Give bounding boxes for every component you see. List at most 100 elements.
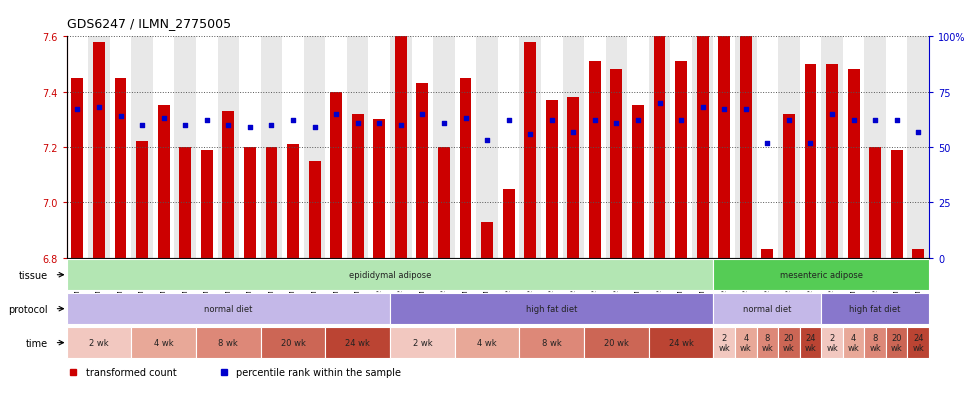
Text: 24 wk: 24 wk bbox=[345, 338, 370, 347]
Point bbox=[846, 118, 861, 124]
Bar bbox=[136, 142, 148, 258]
Text: protocol: protocol bbox=[8, 304, 48, 314]
Text: 24 wk: 24 wk bbox=[668, 338, 694, 347]
Point bbox=[458, 116, 473, 122]
Point bbox=[220, 122, 236, 129]
Point bbox=[738, 107, 754, 114]
Bar bbox=[158, 106, 170, 258]
Bar bbox=[524, 43, 536, 258]
Bar bbox=[654, 37, 665, 258]
Bar bbox=[72, 78, 83, 258]
Text: 2 wk: 2 wk bbox=[89, 338, 109, 347]
Bar bbox=[261, 327, 325, 358]
Bar bbox=[347, 37, 368, 258]
Bar bbox=[110, 37, 131, 258]
Bar bbox=[244, 148, 256, 258]
Bar bbox=[783, 114, 795, 258]
Bar bbox=[757, 37, 778, 258]
Point bbox=[587, 118, 603, 124]
Bar bbox=[455, 327, 519, 358]
Bar bbox=[304, 37, 325, 258]
Text: 8 wk: 8 wk bbox=[542, 338, 562, 347]
Bar bbox=[692, 37, 713, 258]
Bar bbox=[843, 327, 864, 358]
Bar bbox=[589, 62, 601, 258]
Bar bbox=[330, 93, 342, 258]
Bar bbox=[821, 37, 843, 258]
Bar bbox=[174, 37, 196, 258]
Text: time: time bbox=[25, 338, 48, 348]
Bar bbox=[826, 65, 838, 258]
Bar bbox=[412, 37, 433, 258]
Text: 8 wk: 8 wk bbox=[219, 338, 238, 347]
Bar bbox=[912, 250, 924, 258]
Point bbox=[264, 122, 279, 129]
Bar bbox=[740, 15, 752, 258]
Point bbox=[91, 104, 107, 111]
Bar bbox=[218, 37, 239, 258]
Bar bbox=[115, 78, 126, 258]
Point bbox=[716, 107, 732, 114]
Bar bbox=[713, 327, 735, 358]
Text: high fat diet: high fat diet bbox=[850, 304, 901, 313]
Point bbox=[501, 118, 516, 124]
Point bbox=[134, 122, 150, 129]
Point bbox=[371, 120, 387, 127]
Bar bbox=[88, 37, 110, 258]
Bar bbox=[718, 4, 730, 258]
Point bbox=[522, 131, 538, 138]
Point bbox=[479, 138, 495, 144]
Bar bbox=[282, 37, 304, 258]
Bar bbox=[390, 327, 455, 358]
Bar bbox=[201, 150, 213, 258]
Bar bbox=[627, 37, 649, 258]
Bar bbox=[196, 37, 218, 258]
Bar bbox=[519, 37, 541, 258]
Bar bbox=[869, 148, 881, 258]
Text: 2
wk: 2 wk bbox=[718, 333, 730, 352]
Bar bbox=[438, 148, 450, 258]
Bar bbox=[395, 37, 407, 258]
Bar bbox=[476, 37, 498, 258]
Bar bbox=[455, 37, 476, 258]
Bar bbox=[131, 37, 153, 258]
Point bbox=[565, 129, 581, 135]
Bar bbox=[800, 37, 821, 258]
Bar bbox=[179, 148, 191, 258]
Bar bbox=[584, 37, 606, 258]
Text: 4
wk: 4 wk bbox=[740, 333, 752, 352]
Text: percentile rank within the sample: percentile rank within the sample bbox=[236, 368, 402, 377]
Bar bbox=[67, 293, 390, 325]
Bar bbox=[325, 37, 347, 258]
Point bbox=[70, 107, 85, 114]
Bar bbox=[352, 114, 364, 258]
Bar bbox=[606, 37, 627, 258]
Bar bbox=[309, 161, 320, 258]
Bar bbox=[675, 62, 687, 258]
Bar bbox=[649, 327, 713, 358]
Point bbox=[393, 122, 409, 129]
Text: transformed count: transformed count bbox=[85, 368, 176, 377]
Text: 4 wk: 4 wk bbox=[154, 338, 173, 347]
Bar bbox=[805, 65, 816, 258]
Point bbox=[436, 120, 452, 127]
Text: 20 wk: 20 wk bbox=[280, 338, 306, 347]
Bar bbox=[222, 112, 234, 258]
Bar bbox=[287, 145, 299, 258]
Point bbox=[910, 129, 926, 135]
Bar bbox=[368, 37, 390, 258]
Text: 4 wk: 4 wk bbox=[477, 338, 497, 347]
Point bbox=[544, 118, 560, 124]
Bar bbox=[93, 43, 105, 258]
Point bbox=[630, 118, 646, 124]
Text: normal diet: normal diet bbox=[204, 304, 253, 313]
Bar bbox=[239, 37, 261, 258]
Point bbox=[350, 120, 366, 127]
Point bbox=[673, 118, 689, 124]
Text: epididymal adipose: epididymal adipose bbox=[349, 271, 431, 280]
Bar bbox=[196, 327, 261, 358]
Bar bbox=[261, 37, 282, 258]
Bar bbox=[632, 106, 644, 258]
Bar bbox=[848, 70, 859, 258]
Bar bbox=[67, 259, 713, 291]
